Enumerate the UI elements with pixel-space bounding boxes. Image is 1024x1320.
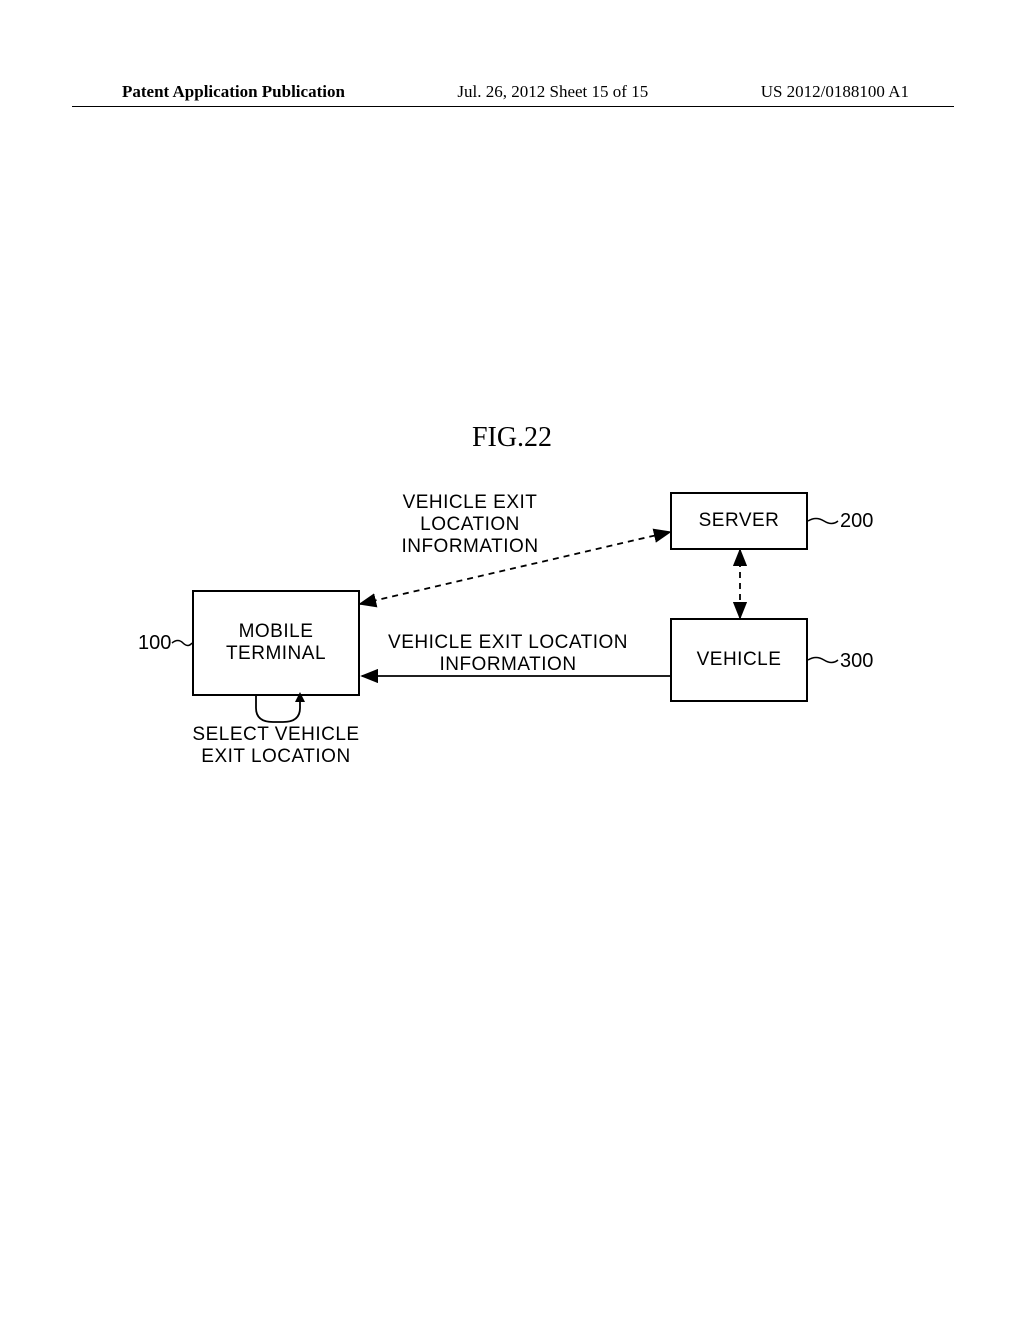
figure-title: FIG.22 [0, 422, 1024, 454]
box-vehicle: VEHICLE [670, 618, 808, 702]
header-patent-number: US 2012/0188100 A1 [761, 82, 909, 102]
ref-100: 100 [138, 632, 171, 655]
ref-300: 300 [840, 650, 873, 673]
box-mobile-terminal: MOBILE TERMINAL [192, 590, 360, 696]
header-publication: Patent Application Publication [122, 82, 345, 102]
diagram-fig22: MOBILE TERMINAL 100 SERVER 200 VEHICLE 3… [138, 492, 898, 772]
label-vehicle-exit-loc-info-mid: VEHICLE EXIT LOCATION INFORMATION [378, 632, 638, 676]
header-divider [72, 106, 954, 107]
header-date-sheet: Jul. 26, 2012 Sheet 15 of 15 [457, 82, 648, 102]
label-vehicle-exit-loc-info-top: VEHICLE EXIT LOCATION INFORMATION [370, 492, 570, 558]
box-server: SERVER [670, 492, 808, 550]
label-select-vehicle-exit: SELECT VEHICLE EXIT LOCATION [186, 724, 366, 768]
page-header: Patent Application Publication Jul. 26, … [122, 82, 909, 102]
ref-200: 200 [840, 510, 873, 533]
